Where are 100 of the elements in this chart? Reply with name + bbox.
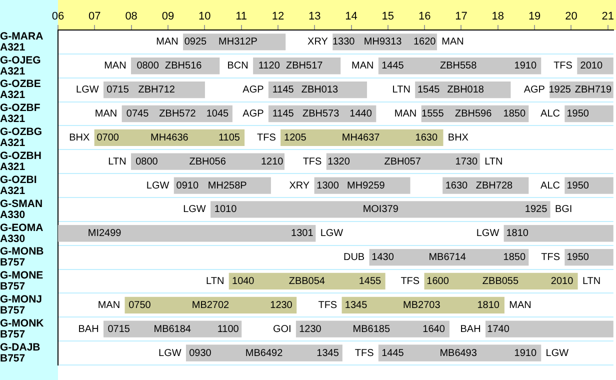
annotation: 1925 bbox=[548, 84, 572, 96]
annotation: ALC bbox=[540, 180, 560, 192]
annotation: ZBH719 bbox=[574, 84, 612, 96]
annotation: ALC bbox=[540, 108, 560, 120]
annotation: 1740 bbox=[487, 324, 510, 335]
annotation: MH9313 bbox=[364, 36, 402, 48]
annotation: 1925 bbox=[524, 204, 548, 216]
annotation: 1145 bbox=[272, 84, 294, 96]
annotation: 0700 bbox=[96, 132, 120, 144]
annotation: 1630 bbox=[415, 132, 438, 144]
annotation: BAH bbox=[78, 324, 99, 335]
annotation: 0715 bbox=[106, 84, 130, 96]
annotation: GOI bbox=[272, 324, 292, 335]
annotation: MB6185 bbox=[352, 324, 390, 335]
annotation: 1950 bbox=[566, 108, 590, 120]
annotation: BGI bbox=[554, 204, 572, 216]
annotation: 0750 bbox=[128, 300, 152, 311]
annotation: MAN bbox=[442, 36, 464, 48]
x-tick-label: 19 bbox=[528, 10, 541, 22]
bar bbox=[378, 344, 542, 362]
annotation: 0715 bbox=[108, 324, 130, 335]
annotation: 0925 bbox=[184, 36, 208, 48]
x-tick-label: 17 bbox=[455, 10, 468, 22]
annotation: MH4636 bbox=[150, 132, 189, 144]
annotation: 1850 bbox=[503, 252, 526, 264]
annotation: 1045 bbox=[206, 108, 230, 120]
annotation: DUB bbox=[343, 252, 365, 264]
annotation: 1210 bbox=[260, 156, 284, 168]
annotation: MB6493 bbox=[440, 348, 478, 359]
annotation: LGW bbox=[76, 84, 100, 96]
annotation: 1105 bbox=[218, 132, 240, 144]
annotation: 1230 bbox=[270, 300, 293, 311]
annotation: ZBH056 bbox=[189, 156, 226, 168]
annotation: MB2703 bbox=[403, 300, 441, 311]
annotation: 1301 bbox=[291, 228, 314, 240]
annotation: 1640 bbox=[422, 324, 446, 335]
bar bbox=[504, 225, 614, 242]
annotation: MB2702 bbox=[192, 300, 230, 311]
annotation: 1330 bbox=[332, 36, 356, 48]
annotation: BCN bbox=[227, 60, 248, 72]
annotation: 1455 bbox=[358, 276, 382, 287]
annotation: 1100 bbox=[217, 324, 240, 335]
bar bbox=[186, 344, 342, 362]
annotation: TFS bbox=[256, 132, 276, 144]
x-tick-label: 12 bbox=[272, 10, 284, 22]
annotation: TFS bbox=[554, 60, 573, 72]
annotation: 2010 bbox=[550, 276, 574, 287]
annotation: 1555 bbox=[422, 108, 444, 120]
annotation: TFS bbox=[302, 156, 322, 168]
annotation: TFS bbox=[541, 252, 560, 264]
annotation: ZBB054 bbox=[288, 276, 326, 287]
annotation: 0910 bbox=[176, 180, 199, 192]
annotation: MAN bbox=[509, 300, 532, 311]
annotation: 1630 bbox=[445, 180, 468, 192]
annotation: ZBH728 bbox=[476, 180, 514, 192]
x-tick-label: 20 bbox=[565, 10, 578, 22]
annotation: 0930 bbox=[189, 348, 212, 359]
bar bbox=[564, 177, 614, 194]
bar bbox=[485, 320, 614, 338]
x-tick-label: 21 bbox=[602, 10, 614, 22]
annotation: ZBH517 bbox=[286, 60, 324, 72]
annotation: 1730 bbox=[455, 156, 478, 168]
annotation: LTN bbox=[484, 156, 503, 168]
annotation: 1120 bbox=[258, 60, 280, 72]
y-tick-label: G-OJEG A321 bbox=[0, 54, 41, 78]
annotation: MB6714 bbox=[428, 252, 466, 264]
annotation: MAN bbox=[104, 60, 126, 72]
annotation: ZBB055 bbox=[482, 276, 519, 287]
annotation: AGP bbox=[242, 108, 264, 120]
x-tick-label: 14 bbox=[345, 10, 358, 22]
annotation: 2010 bbox=[580, 60, 603, 72]
annotation: LGW bbox=[158, 348, 182, 359]
annotation: 1345 bbox=[316, 348, 340, 359]
annotation: XRY bbox=[308, 36, 328, 48]
annotation: 1345 bbox=[344, 300, 368, 311]
annotation: BHX bbox=[69, 132, 90, 144]
annotation: ZBH516 bbox=[165, 60, 202, 72]
annotation: ZBH018 bbox=[447, 84, 484, 96]
y-tick-label: G-OZBG A321 bbox=[0, 126, 42, 150]
annotation: MH4637 bbox=[342, 132, 380, 144]
x-tick-label: 06 bbox=[52, 10, 64, 22]
y-tick-label: G-EOMA A330 bbox=[0, 222, 44, 245]
annotation: 1600 bbox=[426, 276, 450, 287]
annotation: LTN bbox=[582, 276, 601, 287]
annotation: TFS bbox=[400, 276, 420, 287]
annotation: MAN bbox=[394, 108, 417, 120]
annotation: AGP bbox=[242, 84, 264, 96]
annotation: LTN bbox=[108, 156, 126, 168]
annotation: 1910 bbox=[514, 60, 537, 72]
x-tick-label: 11 bbox=[236, 10, 248, 22]
annotation: 1145 bbox=[272, 108, 294, 120]
annotation: 1950 bbox=[566, 180, 590, 192]
annotation: LGW bbox=[320, 228, 344, 240]
annotation: 0800 bbox=[136, 156, 158, 168]
annotation: MAN bbox=[352, 60, 374, 72]
annotation: ZBH572 bbox=[159, 108, 196, 120]
x-tick-label: 08 bbox=[125, 10, 138, 22]
annotation: MB6492 bbox=[245, 348, 284, 359]
annotation: LGW bbox=[476, 228, 500, 240]
annotation: MOI379 bbox=[362, 204, 399, 216]
